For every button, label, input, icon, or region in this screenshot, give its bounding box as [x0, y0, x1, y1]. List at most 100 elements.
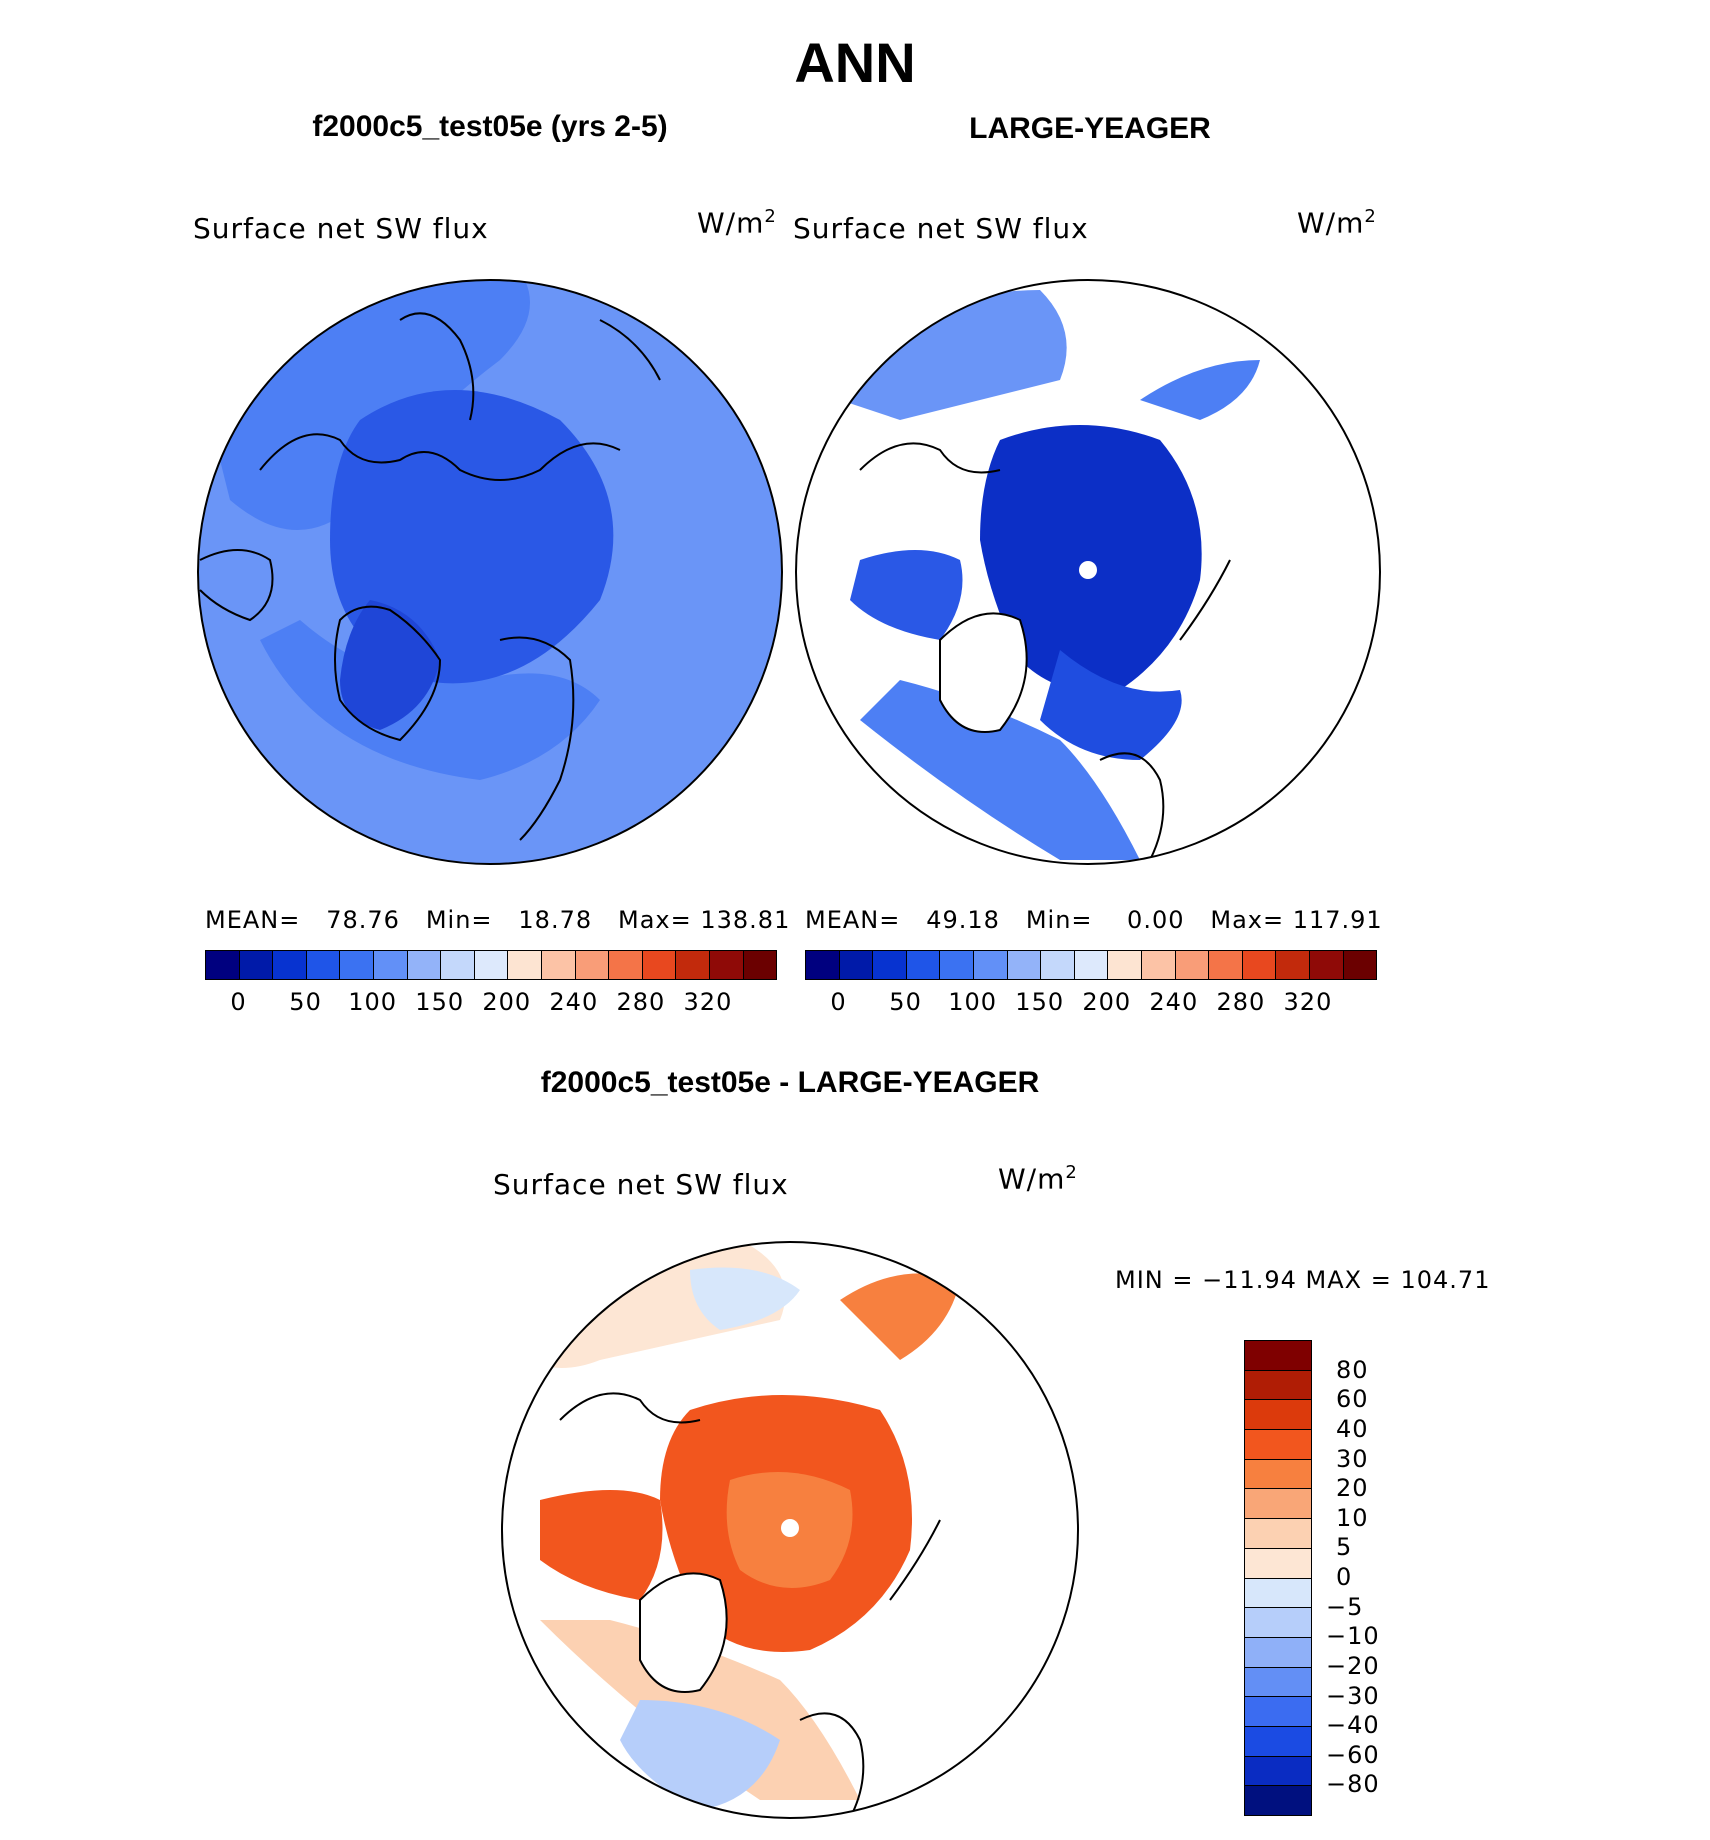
colorbar-tick-label: 150 — [415, 988, 465, 1016]
panel1-coast-6 — [599, 319, 661, 381]
panel1-stats: MEAN= 78.76 Min= 18.78 Max= 138.81 — [205, 906, 791, 934]
panel1-coast-1 — [259, 433, 621, 481]
colorbar-swatch — [1245, 1548, 1311, 1579]
colorbar-tick-label: 50 — [889, 988, 922, 1016]
colorbar-swatch — [709, 951, 744, 979]
panel2-variable-label: Surface net SW flux — [793, 212, 1089, 245]
panel2-atlantic-region — [860, 680, 1140, 860]
colorbar-swatch — [306, 951, 341, 979]
panel1-coast-2 — [334, 605, 442, 742]
colorbar-tick-label: 20 — [1336, 1474, 1369, 1503]
diff-variable-label: Surface net SW flux — [493, 1168, 789, 1201]
diff-greenland-land — [639, 1572, 728, 1693]
diff-nordic-negative — [620, 1700, 780, 1810]
colorbar-tick-label: 280 — [616, 988, 666, 1016]
colorbar-swatch — [1245, 1697, 1311, 1727]
colorbar-tick-label: −30 — [1326, 1681, 1380, 1710]
panel1-coast-5 — [399, 312, 475, 421]
panel2-polar-map — [796, 280, 1380, 864]
colorbar-swatch — [1245, 1667, 1311, 1698]
colorbar-swatch — [1245, 1637, 1311, 1668]
colorbar-tick-label: 0 — [230, 988, 247, 1016]
colorbar-tick-label: 0 — [1336, 1563, 1353, 1591]
panel1-title: f2000c5_test05e (yrs 2-5) — [312, 110, 668, 143]
colorbar-tick-label: 5 — [1336, 1533, 1353, 1562]
panel1-greenland-region — [340, 600, 440, 730]
colorbar-tick-label: 320 — [1283, 988, 1333, 1016]
diff-units-label: W/m2 — [998, 1162, 1078, 1196]
colorbar-tick-label: 240 — [1149, 988, 1199, 1016]
colorbar-tick-label: 10 — [1336, 1503, 1369, 1532]
colorbar-swatch — [1242, 951, 1277, 979]
panel2-greenland-land — [939, 612, 1028, 733]
colorbar-swatch — [873, 951, 907, 979]
colorbar-swatch — [1276, 951, 1310, 979]
panel2-stats: MEAN= 49.18 Min= 0.00 Max= 117.91 — [805, 906, 1383, 934]
colorbar-tick-label: −5 — [1326, 1592, 1364, 1621]
diff-pacific-negative — [690, 1267, 800, 1330]
diff-coast-2 — [799, 1712, 865, 1818]
colorbar-swatch — [642, 951, 677, 979]
panel2-arctic-region — [980, 425, 1202, 692]
colorbar-swatch — [1245, 1726, 1311, 1757]
colorbar-swatch — [906, 951, 941, 979]
panel2-title: LARGE-YEAGER — [969, 112, 1211, 145]
panel2-canadian-region — [850, 550, 963, 640]
colorbar-swatch — [340, 951, 374, 979]
colorbar-swatch — [743, 951, 777, 979]
panel2-units-label: W/m2 — [1297, 206, 1377, 240]
colorbar-swatch — [1245, 1370, 1311, 1401]
colorbar-swatch — [575, 951, 610, 979]
colorbar-tick-label: 280 — [1216, 988, 1266, 1016]
panel1-polar-map — [198, 280, 782, 864]
colorbar-swatch — [609, 951, 643, 979]
panel1-arctic-region — [330, 390, 614, 684]
diff-canadian-region — [540, 1490, 663, 1600]
colorbar-swatch — [1245, 1519, 1311, 1549]
colorbar-swatch — [1209, 951, 1243, 979]
diff-map-border — [501, 1241, 1079, 1819]
colorbar-tick-label: 200 — [482, 988, 532, 1016]
panel1-colorbar — [205, 950, 777, 980]
colorbar-swatch — [806, 951, 840, 979]
colorbar-tick-label: 100 — [348, 988, 398, 1016]
colorbar-swatch — [940, 951, 974, 979]
colorbar-tick-label: −80 — [1326, 1770, 1380, 1799]
colorbar-swatch — [1245, 1786, 1311, 1815]
panel1-units-label: W/m2 — [697, 206, 777, 240]
colorbar-tick-label: 60 — [1336, 1385, 1369, 1414]
colorbar-tick-label: 30 — [1336, 1444, 1369, 1473]
main-title: ANN — [794, 31, 916, 94]
colorbar-swatch — [273, 951, 307, 979]
colorbar-tick-label: 150 — [1015, 988, 1065, 1016]
diff-coast-3 — [889, 1519, 941, 1601]
panel2-colorbar — [805, 950, 1377, 980]
colorbar-swatch — [373, 951, 408, 979]
colorbar-swatch — [1245, 1430, 1311, 1460]
diff-polar-map — [502, 1242, 1078, 1818]
panel1-colorbar-labels: 0 50 100 150 200 240 280 320 — [205, 988, 775, 1018]
colorbar-tick-label: −10 — [1326, 1622, 1380, 1651]
colorbar-swatch — [1245, 1341, 1311, 1371]
colorbar-tick-label: −20 — [1326, 1651, 1380, 1680]
colorbar-swatch — [676, 951, 710, 979]
colorbar-swatch — [1175, 951, 1210, 979]
panel2-pacific-region — [840, 290, 1067, 420]
colorbar-tick-label: 100 — [948, 988, 998, 1016]
colorbar-tick-label: 240 — [549, 988, 599, 1016]
panel1-variable-label: Surface net SW flux — [193, 212, 489, 245]
panel2-colorbar-labels: 0 50 100 150 200 240 280 320 — [805, 988, 1375, 1018]
colorbar-tick-label: 320 — [683, 988, 733, 1016]
diff-colorbar-labels: 80 60 40 30 20 10 5 0 −5 −10 −20 −30 −40 −60 −80 — [1326, 1340, 1446, 1814]
diff-title: f2000c5_test05e - LARGE-YEAGER — [540, 1066, 1040, 1099]
colorbar-tick-label: 50 — [289, 988, 322, 1016]
colorbar-swatch — [1108, 951, 1142, 979]
diff-coast-1 — [559, 1392, 701, 1424]
colorbar-swatch — [474, 951, 509, 979]
colorbar-tick-label: 200 — [1082, 988, 1132, 1016]
panel1-coast-4 — [199, 549, 274, 622]
colorbar-swatch — [541, 951, 576, 979]
panel2-arctic-shelf — [1040, 650, 1182, 760]
colorbar-swatch — [1245, 1459, 1311, 1490]
colorbar-swatch — [441, 951, 475, 979]
